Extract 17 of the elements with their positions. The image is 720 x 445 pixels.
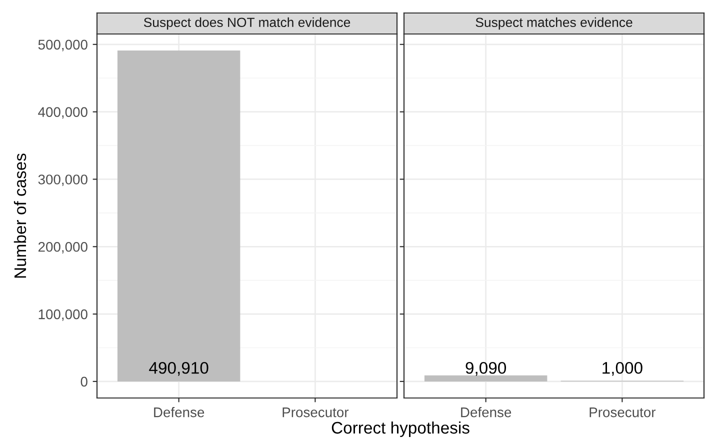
chart-title: Suspect matches evidence [476, 17, 632, 30]
x-tick-label: Prosecutor [282, 408, 349, 418]
y-tick-label: 200,000 [38, 242, 88, 254]
y-tick-label: 300,000 [38, 174, 88, 186]
chart-title: Suspect does NOT match evidence [144, 17, 350, 30]
data-label: 1,000 [602, 362, 642, 376]
data-label: 490,910 [149, 362, 208, 376]
y-axis-title: Number of cases [14, 154, 26, 278]
y-tick-label: 0 [80, 376, 88, 387]
x-tick-label: Defense [154, 407, 204, 418]
y-tick-label: 400,000 [38, 107, 88, 119]
data-label: 9,090 [466, 362, 506, 376]
x-tick-label: Defense [461, 407, 512, 418]
y-tick-label: 500,000 [38, 40, 88, 52]
y-tick-label: 100,000 [38, 309, 88, 321]
x-tick-label: Prosecutor [590, 408, 656, 418]
x-axis-title: Correct hypothesis [332, 421, 470, 437]
